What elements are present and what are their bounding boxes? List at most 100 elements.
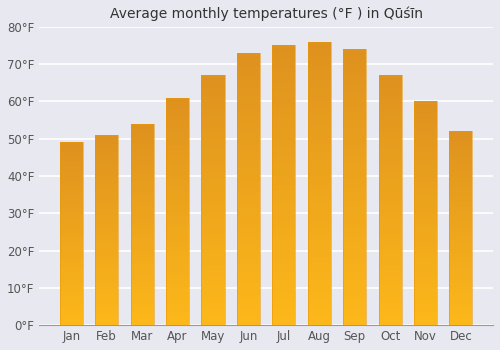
Bar (60, 174, 83, 175)
Bar (272, 169, 295, 171)
Bar (95, 278, 118, 280)
Bar (237, 56, 260, 58)
Bar (166, 264, 189, 266)
Bar (95, 253, 118, 255)
Bar (378, 153, 402, 155)
Bar (450, 286, 472, 288)
Bar (414, 262, 437, 265)
Bar (378, 160, 402, 163)
Bar (95, 257, 118, 259)
Bar (272, 247, 295, 250)
Bar (237, 222, 260, 224)
Bar (450, 153, 472, 154)
Bar (60, 195, 83, 197)
Bar (130, 154, 154, 156)
Bar (378, 235, 402, 238)
Bar (272, 46, 295, 48)
Bar (414, 198, 437, 200)
Bar (414, 278, 437, 280)
Bar (202, 240, 224, 243)
Bar (450, 224, 472, 226)
Bar (166, 314, 189, 316)
Bar (378, 220, 402, 223)
Bar (60, 283, 83, 285)
Bar (95, 302, 118, 304)
Bar (95, 160, 118, 162)
Bar (308, 314, 331, 317)
Bar (272, 283, 295, 286)
Bar (343, 132, 366, 135)
Bar (272, 104, 295, 107)
Bar (378, 180, 402, 183)
Bar (308, 62, 331, 64)
Bar (450, 252, 472, 253)
Bar (378, 228, 402, 230)
Bar (308, 59, 331, 62)
Bar (166, 184, 189, 187)
Bar (166, 214, 189, 216)
Bar (414, 251, 437, 253)
Bar (60, 256, 83, 258)
Bar (95, 281, 118, 284)
Bar (308, 152, 331, 155)
Bar (272, 68, 295, 71)
Bar (95, 202, 118, 203)
Bar (343, 116, 366, 118)
Bar (378, 218, 402, 220)
Bar (450, 205, 472, 207)
Bar (308, 163, 331, 167)
Bar (378, 253, 402, 255)
Bar (343, 143, 366, 146)
Bar (450, 211, 472, 213)
Bar (450, 298, 472, 300)
Bar (202, 113, 224, 115)
Bar (308, 181, 331, 183)
Bar (378, 193, 402, 195)
Bar (450, 139, 472, 141)
Bar (450, 174, 472, 176)
Bar (95, 196, 118, 198)
Bar (95, 203, 118, 205)
Bar (343, 206, 366, 209)
Bar (378, 265, 402, 268)
Bar (166, 200, 189, 202)
Bar (202, 258, 224, 260)
Bar (272, 57, 295, 60)
Bar (378, 158, 402, 160)
Bar (378, 288, 402, 290)
Bar (414, 121, 437, 124)
Bar (202, 228, 224, 230)
Bar (60, 183, 83, 184)
Bar (95, 280, 118, 281)
Bar (95, 232, 118, 234)
Bar (60, 294, 83, 296)
Bar (60, 148, 83, 150)
Bar (202, 283, 224, 285)
Bar (202, 230, 224, 233)
Bar (343, 237, 366, 240)
Bar (166, 155, 189, 157)
Bar (237, 208, 260, 211)
Bar (272, 76, 295, 79)
Bar (95, 192, 118, 194)
Bar (378, 108, 402, 110)
Bar (308, 141, 331, 144)
Bar (308, 47, 331, 50)
Bar (202, 293, 224, 295)
Bar (95, 215, 118, 217)
Bar (450, 238, 472, 240)
Bar (237, 298, 260, 301)
Bar (414, 224, 437, 227)
Bar (130, 138, 154, 140)
Bar (272, 252, 295, 255)
Bar (308, 104, 331, 107)
Bar (237, 233, 260, 235)
Bar (414, 285, 437, 287)
Bar (95, 287, 118, 289)
Bar (95, 211, 118, 213)
Bar (343, 281, 366, 284)
Bar (237, 129, 260, 132)
Bar (343, 151, 366, 154)
Bar (130, 297, 154, 299)
Bar (450, 166, 472, 168)
